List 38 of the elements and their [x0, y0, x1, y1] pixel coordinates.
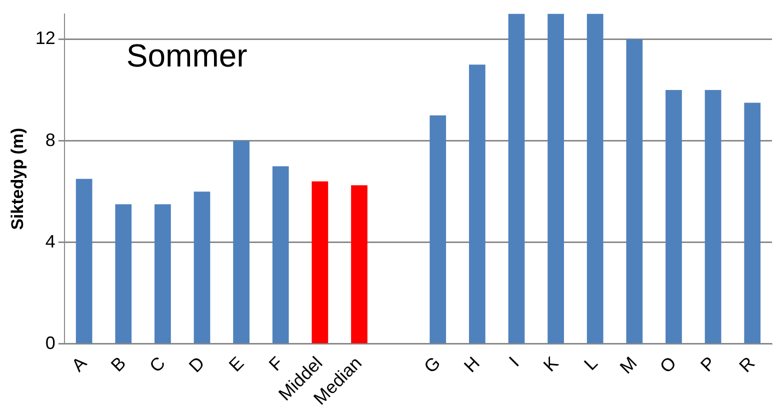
x-tick-label: F: [265, 352, 287, 375]
x-tick-label: A: [68, 352, 90, 376]
bar: [351, 185, 368, 344]
bar: [626, 39, 643, 344]
bar: [272, 166, 289, 344]
x-tick-label: L: [580, 352, 602, 374]
y-tick-label: 8: [45, 130, 56, 150]
y-tick-label: 0: [45, 332, 56, 353]
x-tick-label: K: [540, 352, 562, 376]
y-tick-label: 12: [35, 28, 56, 48]
x-tick-label: C: [146, 352, 170, 376]
bar: [548, 14, 564, 344]
x-tick-label: R: [735, 352, 759, 376]
x-tick-label: M: [616, 352, 641, 378]
x-tick-label: I: [505, 352, 523, 371]
bar: [586, 14, 604, 344]
bar: [76, 178, 92, 344]
y-tick-label: 4: [45, 231, 56, 252]
x-tick-label: P: [696, 352, 720, 376]
x-tick-label: O: [656, 352, 680, 377]
bar: [194, 192, 210, 344]
bar: [233, 140, 250, 344]
x-tick-label: H: [460, 352, 484, 376]
bar: [666, 90, 682, 344]
annotation: Sommer: [126, 38, 248, 74]
bar: [154, 204, 171, 344]
x-tick-label: D: [185, 352, 208, 376]
bar: [115, 204, 132, 344]
bar: [312, 181, 328, 344]
bar: [744, 102, 761, 344]
bar: [508, 14, 525, 344]
y-axis-title: Siktedyp (m): [8, 128, 27, 230]
x-tick-label: B: [107, 352, 130, 376]
x-tick-label: E: [225, 352, 248, 376]
bar: [469, 64, 486, 344]
x-tick-label: G: [420, 352, 444, 377]
bar: [430, 115, 446, 344]
bar: [704, 90, 722, 344]
